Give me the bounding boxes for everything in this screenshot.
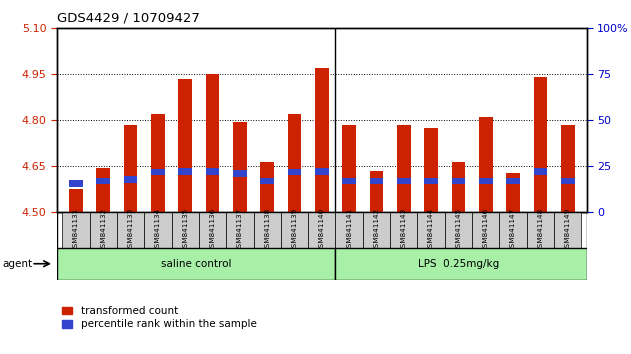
Text: GSM841143: GSM841143 <box>401 207 407 251</box>
Text: GSM841149: GSM841149 <box>565 207 570 251</box>
Text: GSM841136: GSM841136 <box>209 207 216 251</box>
Text: GSM841148: GSM841148 <box>538 207 543 251</box>
Bar <box>479 117 493 212</box>
Bar <box>288 114 302 212</box>
Bar <box>261 178 274 184</box>
Bar <box>90 212 117 248</box>
Bar <box>97 168 110 212</box>
Text: GSM841142: GSM841142 <box>374 207 379 251</box>
Bar <box>479 178 493 184</box>
Text: GSM841135: GSM841135 <box>182 207 188 251</box>
Bar <box>124 176 138 183</box>
Bar <box>534 78 547 212</box>
Bar <box>62 212 90 248</box>
Bar <box>445 212 472 248</box>
Bar <box>418 212 445 248</box>
Bar <box>397 125 411 212</box>
Bar <box>233 122 247 212</box>
Bar <box>472 212 499 248</box>
Bar <box>561 178 575 184</box>
Bar <box>554 212 581 248</box>
Bar <box>206 74 220 212</box>
Text: GSM841139: GSM841139 <box>292 207 297 251</box>
Bar <box>534 168 547 175</box>
Bar <box>179 168 192 175</box>
Text: GSM841147: GSM841147 <box>510 207 516 251</box>
Text: GSM841141: GSM841141 <box>346 207 352 251</box>
Bar <box>527 212 554 248</box>
Bar <box>288 169 302 175</box>
Bar <box>397 178 411 184</box>
Bar <box>452 162 465 212</box>
Bar <box>342 178 356 184</box>
Bar <box>226 212 254 248</box>
Bar <box>199 212 226 248</box>
Bar <box>390 212 418 248</box>
Bar <box>124 125 138 212</box>
Text: GSM841145: GSM841145 <box>456 207 461 251</box>
Bar <box>363 212 390 248</box>
Legend: transformed count, percentile rank within the sample: transformed count, percentile rank withi… <box>62 306 257 329</box>
Bar <box>336 212 363 248</box>
Bar <box>370 171 383 212</box>
Bar <box>261 162 274 212</box>
Bar <box>179 79 192 212</box>
Text: GSM841134: GSM841134 <box>155 207 161 251</box>
Bar <box>206 168 220 175</box>
Bar <box>506 178 520 184</box>
Bar <box>561 125 575 212</box>
Bar <box>336 248 587 280</box>
Bar <box>370 178 383 184</box>
Text: GSM841138: GSM841138 <box>264 207 270 251</box>
Bar <box>151 114 165 212</box>
Text: LPS  0.25mg/kg: LPS 0.25mg/kg <box>418 259 499 269</box>
Bar <box>452 178 465 184</box>
Bar <box>254 212 281 248</box>
Bar <box>69 189 83 212</box>
Text: GSM841131: GSM841131 <box>73 207 79 251</box>
Bar <box>57 248 336 280</box>
Bar <box>117 212 144 248</box>
Bar <box>499 212 527 248</box>
Bar <box>97 178 110 184</box>
Bar <box>308 212 336 248</box>
Bar <box>342 125 356 212</box>
Text: GSM841140: GSM841140 <box>319 207 325 251</box>
Bar <box>424 128 438 212</box>
Text: agent: agent <box>2 259 32 269</box>
Bar <box>506 172 520 212</box>
Bar <box>144 212 172 248</box>
Bar <box>69 181 83 187</box>
Text: saline control: saline control <box>161 259 232 269</box>
Bar <box>151 169 165 175</box>
Text: GSM841132: GSM841132 <box>100 207 106 251</box>
Text: GSM841146: GSM841146 <box>483 207 489 251</box>
Bar <box>172 212 199 248</box>
Text: GSM841137: GSM841137 <box>237 207 243 251</box>
Text: GSM841133: GSM841133 <box>127 207 134 251</box>
Bar <box>315 168 329 175</box>
Bar <box>281 212 308 248</box>
Bar <box>233 170 247 177</box>
Bar <box>315 68 329 212</box>
Text: GDS4429 / 10709427: GDS4429 / 10709427 <box>57 11 199 24</box>
Text: GSM841144: GSM841144 <box>428 207 434 251</box>
Bar <box>424 178 438 184</box>
